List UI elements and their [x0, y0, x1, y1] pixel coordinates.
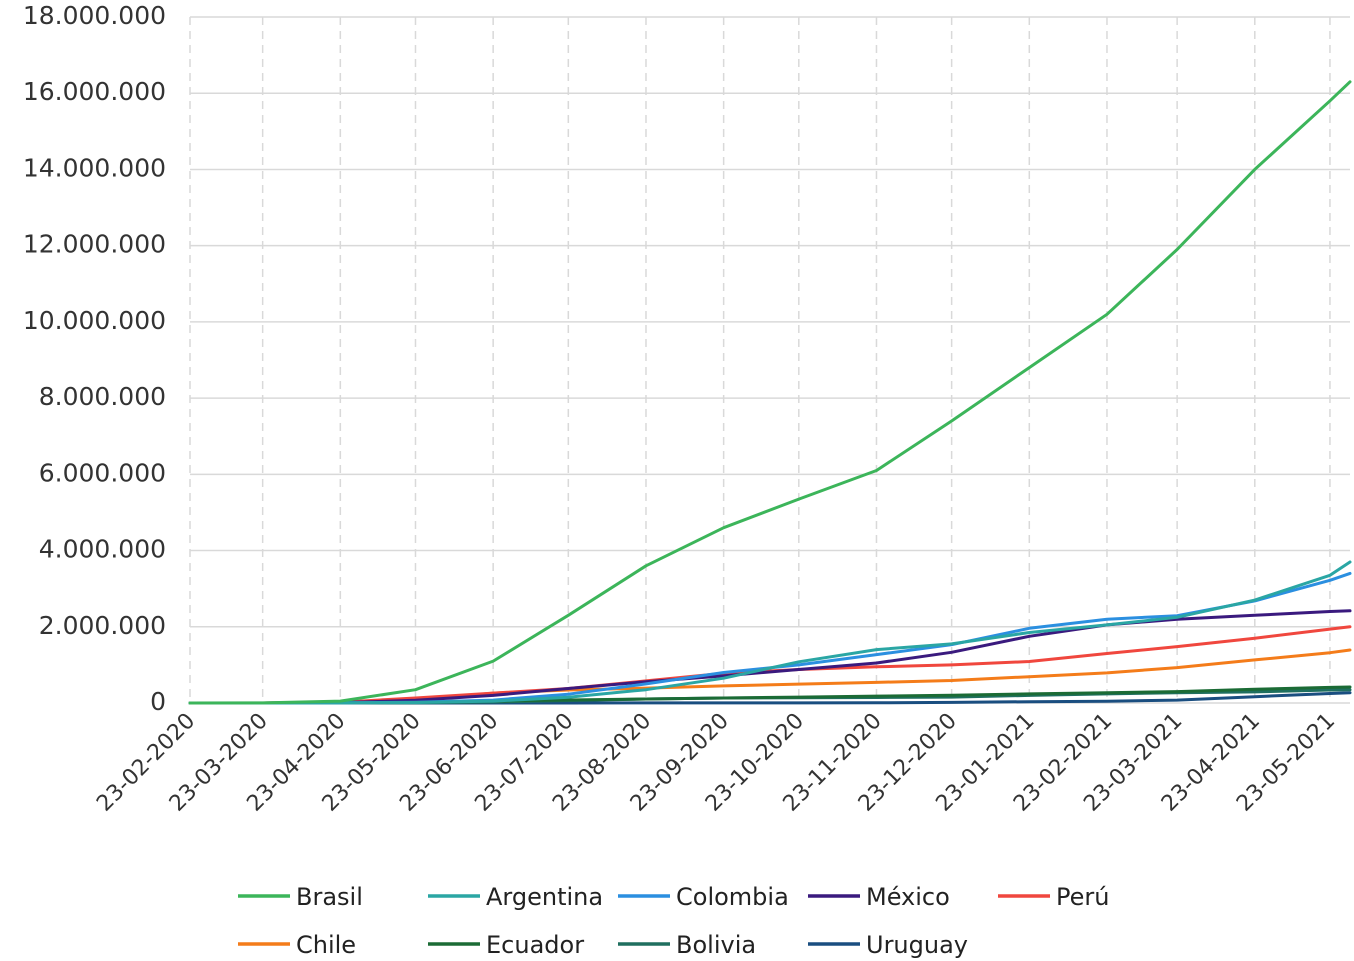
series-lines: [188, 80, 1352, 705]
legend-item-brasil: Brasil: [238, 883, 363, 911]
legend-item-argentina: Argentina: [428, 883, 603, 911]
legend-label: Brasil: [296, 883, 363, 911]
legend-item-colombia: Colombia: [618, 883, 789, 911]
legend-label: Bolivia: [676, 931, 756, 959]
series-line-chile: [188, 648, 1352, 705]
y-tick-label: 10.000.000: [23, 306, 166, 335]
legend-item-chile: Chile: [238, 931, 356, 959]
y-axis-ticks: 0 2.000.000 4.000.000 6.000.000 8.000.000 10.…: [23, 1, 166, 716]
y-tick-label: 0: [150, 687, 166, 716]
legend-item-méxico: México: [808, 883, 950, 911]
legend: Brasil Argentina Colombia México Perú Chile Ec…: [238, 883, 1109, 959]
legend-label: Uruguay: [866, 931, 968, 959]
x-gridlines: [189, 17, 1331, 703]
legend-label: Colombia: [676, 883, 789, 911]
y-tick-label: 6.000.000: [39, 458, 166, 487]
series-line-brasil: [188, 80, 1352, 705]
y-tick-label: 16.000.000: [23, 77, 166, 106]
y-gridlines: [190, 16, 1350, 704]
legend-item-ecuador: Ecuador: [428, 931, 584, 959]
legend-label: Chile: [296, 931, 356, 959]
series-line-argentina: [188, 560, 1352, 705]
y-tick-label: 12.000.000: [23, 230, 166, 259]
legend-label: Argentina: [486, 883, 603, 911]
legend-label: México: [866, 883, 950, 911]
y-tick-label: 18.000.000: [23, 1, 166, 30]
legend-label: Ecuador: [486, 931, 584, 959]
series-line-méxico: [188, 609, 1352, 705]
y-tick-label: 14.000.000: [23, 153, 166, 182]
x-axis-ticks: 23-02-202023-03-202023-04-202023-05-2020…: [92, 709, 1340, 817]
legend-item-bolivia: Bolivia: [618, 931, 756, 959]
y-tick-label: 2.000.000: [39, 611, 166, 640]
y-tick-label: 8.000.000: [39, 382, 166, 411]
legend-label: Perú: [1056, 883, 1109, 911]
legend-item-perú: Perú: [998, 883, 1109, 911]
legend-item-uruguay: Uruguay: [808, 931, 968, 959]
y-tick-label: 4.000.000: [39, 535, 166, 564]
